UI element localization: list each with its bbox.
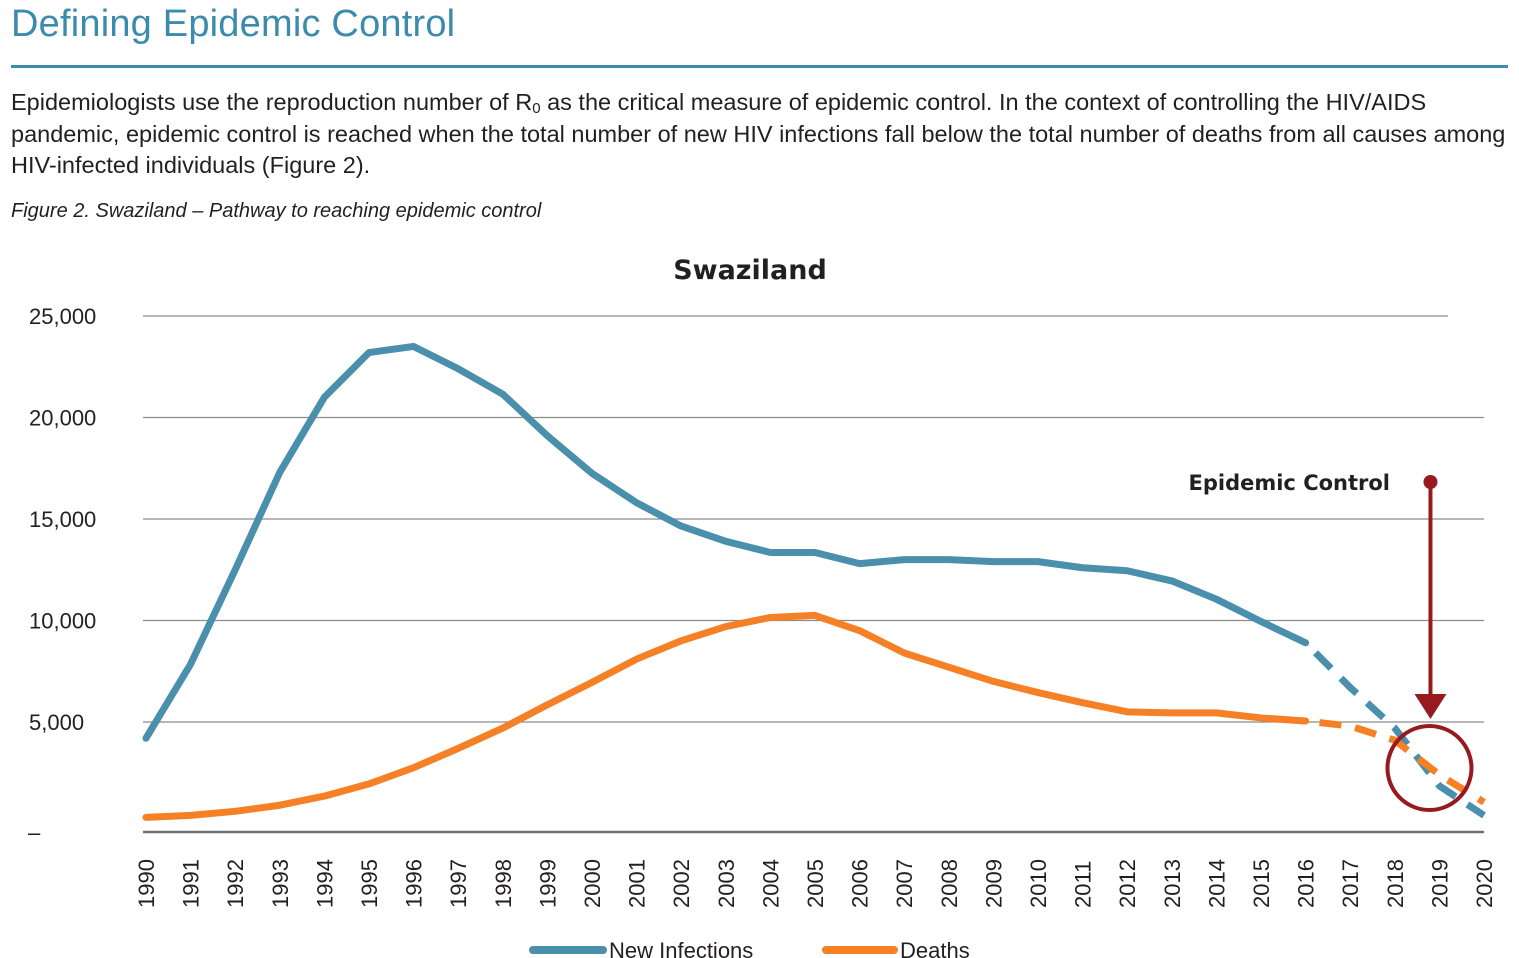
x-tick-label: 2006 xyxy=(848,859,873,908)
x-axis-labels: 1990 1991 1992 1993 1994 1995 1996 1997 1998 1999… xyxy=(134,859,1497,908)
x-tick-label: 2003 xyxy=(714,859,739,908)
x-tick-label: 2020 xyxy=(1472,859,1497,908)
x-tick-label: 1992 xyxy=(223,859,248,908)
x-tick-label: 2005 xyxy=(803,859,828,908)
figure-caption: Figure 2. Swaziland – Pathway to reachin… xyxy=(11,200,542,222)
series-line-new-infections xyxy=(142,342,1310,742)
x-tick-label: 2010 xyxy=(1026,859,1051,908)
legend-label-deaths: Deaths xyxy=(900,938,970,958)
intro-subscript: 0 xyxy=(532,100,541,117)
y-axis-labels: – 5,000 10,000 15,000 20,000 25,000 xyxy=(28,304,96,845)
x-tick-label: 1997 xyxy=(446,859,471,908)
page-title: Defining Epidemic Control xyxy=(11,3,456,45)
y-tick-label: 20,000 xyxy=(29,406,96,431)
x-tick-label: 2015 xyxy=(1249,859,1274,908)
x-tick-label: 2019 xyxy=(1427,859,1452,908)
x-tick-label: 2017 xyxy=(1338,859,1363,908)
y-tick-label: 5,000 xyxy=(29,710,84,735)
x-tick-label: 1991 xyxy=(179,859,204,908)
x-tick-label: 2002 xyxy=(669,859,694,908)
chart-title: Swaziland xyxy=(673,255,827,286)
x-tick-label: 2008 xyxy=(937,859,962,908)
x-tick-label: 2013 xyxy=(1160,859,1185,908)
y-tick-label: 25,000 xyxy=(29,304,96,329)
title-divider xyxy=(11,65,1508,68)
annotation-label: Epidemic Control xyxy=(1189,471,1391,495)
x-tick-label: 2016 xyxy=(1294,859,1319,908)
y-tick-label: 10,000 xyxy=(29,609,96,634)
x-tick-label: 1994 xyxy=(312,859,337,908)
x-tick-label: 2009 xyxy=(981,859,1006,908)
x-tick-label: 1998 xyxy=(491,859,516,908)
x-tick-label: 1996 xyxy=(402,859,427,908)
x-tick-label: 2012 xyxy=(1115,859,1140,908)
x-tick-label: 2014 xyxy=(1204,859,1229,908)
legend-label-new-infections: New Infections xyxy=(609,938,753,958)
intro-text-part1: Epidemiologists use the reproduction num… xyxy=(11,89,533,115)
intro-paragraph: Epidemiologists use the reproduction num… xyxy=(11,87,1511,182)
x-tick-label: 2007 xyxy=(892,859,917,908)
x-tick-label: 2004 xyxy=(758,859,783,908)
x-tick-label: 2018 xyxy=(1383,859,1408,908)
arrow-down-icon xyxy=(1414,694,1447,719)
series-lines xyxy=(142,342,1486,821)
x-tick-label: 1993 xyxy=(268,859,293,908)
crossover-highlight-circle xyxy=(1385,724,1474,812)
x-tick-label: 1995 xyxy=(357,859,382,908)
x-tick-label: 2011 xyxy=(1071,861,1096,908)
x-tick-label: 2001 xyxy=(625,859,650,908)
x-tick-label: 1999 xyxy=(535,859,560,908)
x-tick-label: 2000 xyxy=(580,859,605,908)
y-tick-label: 15,000 xyxy=(29,507,96,532)
y-tick-label: – xyxy=(28,820,41,845)
intro-text-part2: as the critical measure of epidemic cont… xyxy=(11,89,1506,178)
series-line-deaths xyxy=(142,611,1310,821)
epidemic-control-annotation: Epidemic Control xyxy=(1189,471,1474,812)
gridlines xyxy=(143,315,1484,834)
legend: New Infections Deaths xyxy=(529,938,970,958)
x-tick-label: 1990 xyxy=(134,859,159,908)
